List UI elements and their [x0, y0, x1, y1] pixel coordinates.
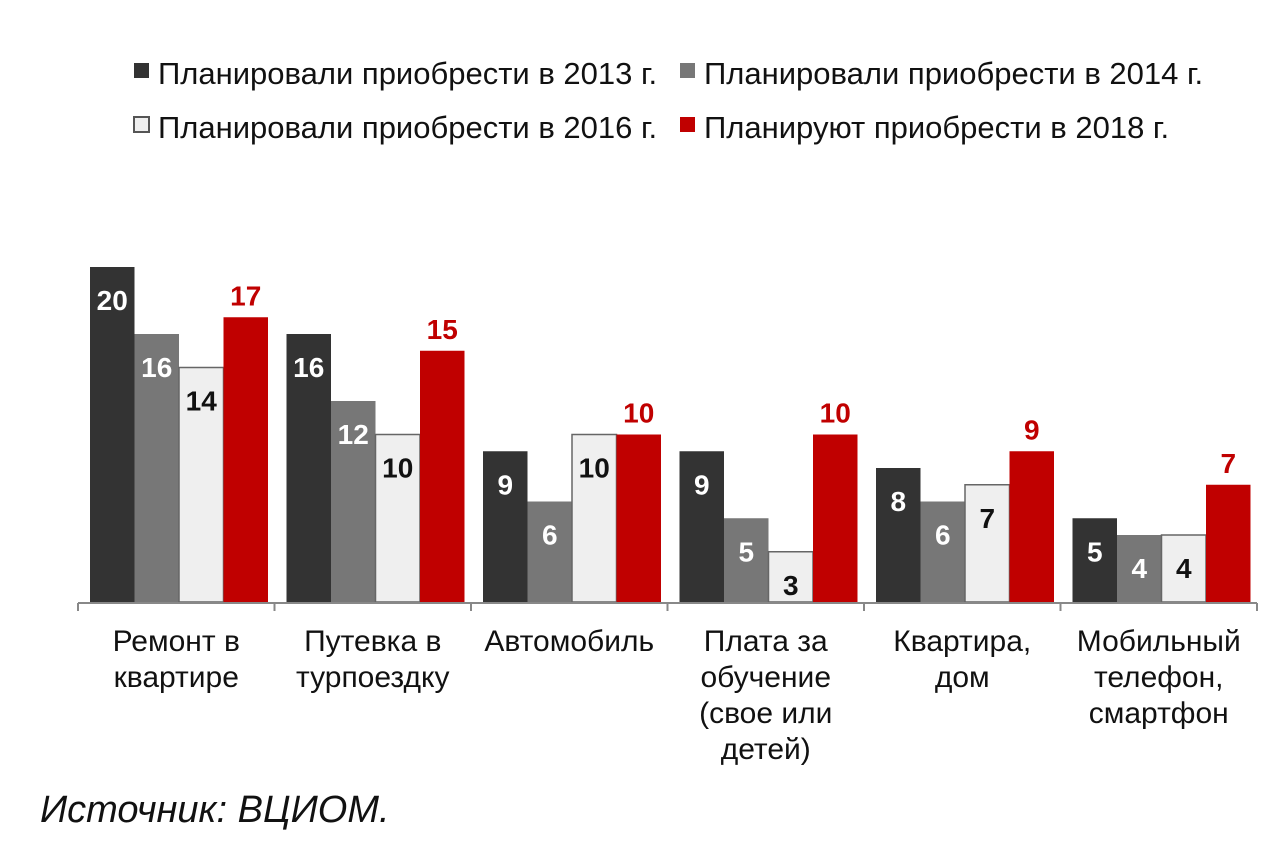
bar-4-4 [813, 434, 858, 602]
bar-2-4 [420, 350, 465, 602]
bar-6-2 [1117, 535, 1162, 602]
value-label-2-1: 16 [293, 352, 324, 383]
legend: Планировали приобрести в 2013 г. Планиров… [133, 56, 1203, 145]
value-label-3-3: 10 [579, 453, 610, 484]
bar-5-4 [1009, 451, 1054, 602]
value-label-1-4: 17 [230, 280, 261, 311]
category-label-2: Путевка в турпоездку [296, 625, 449, 694]
bar-3-2 [527, 501, 572, 602]
bar-5-3 [964, 484, 1011, 603]
value-label-2-2: 12 [338, 419, 369, 450]
bar-4-2 [724, 518, 769, 602]
value-label-5-4: 9 [1024, 414, 1040, 445]
bar-2-2 [331, 401, 376, 602]
legend-swatch-3 [133, 116, 150, 133]
value-label-4-3: 3 [783, 570, 799, 601]
x-axis [77, 602, 1258, 611]
bar-6-4 [1206, 484, 1251, 602]
value-label-1-1: 20 [97, 285, 128, 316]
value-label-2-4: 15 [427, 314, 458, 345]
bar-4-1 [679, 451, 724, 602]
value-label-5-1: 8 [890, 486, 906, 517]
category-label-1: Ремонт в квартире [113, 625, 240, 694]
value-label-4-4: 10 [820, 398, 851, 429]
value-label-6-4: 7 [1220, 448, 1236, 479]
legend-label-2: Планировали приобрести в 2014 г. [704, 56, 1203, 91]
value-label-6-1: 5 [1087, 536, 1103, 567]
bar-5-2 [920, 501, 965, 602]
value-label-6-2: 4 [1131, 553, 1147, 584]
category-label-4: Плата за обучение (свое или детей) [699, 625, 832, 766]
legend-label-4: Планируют приобрести в 2018 г. [704, 110, 1169, 145]
category-labels: Ремонт в квартире Путевка в турпоездку Автом… [113, 625, 1241, 766]
value-label-4-2: 5 [738, 536, 754, 567]
value-label-3-4: 10 [623, 398, 654, 429]
bar-1-2 [134, 334, 179, 602]
bar-1-4 [223, 317, 268, 602]
bar-2-1 [286, 334, 331, 602]
value-label-4-1: 9 [694, 469, 710, 500]
category-label-5: Квартира, дом [893, 625, 1031, 694]
value-label-1-2: 16 [141, 352, 172, 383]
bar-6-1 [1072, 518, 1117, 602]
bar-4-3 [767, 551, 814, 603]
bar-3-4 [616, 434, 661, 602]
category-label-3: Автомобиль [484, 625, 654, 658]
legend-swatch-1 [134, 63, 149, 78]
bar-5-1 [876, 468, 921, 602]
source-note: Источник: ВЦИОМ. [40, 789, 390, 831]
legend-label-1: Планировали приобрести в 2013 г. [158, 56, 657, 91]
category-label-6: Мобильный телефон, смартфон [1077, 625, 1241, 730]
legend-label-3: Планировали приобрести в 2016 г. [158, 110, 657, 145]
legend-swatch-2 [680, 63, 695, 78]
value-label-5-3: 7 [979, 503, 995, 534]
bar-1-1 [90, 267, 135, 602]
value-label-3-1: 9 [497, 469, 513, 500]
legend-swatch-4 [680, 117, 695, 132]
bar-1-3 [178, 366, 225, 603]
bar-3-1 [483, 451, 528, 602]
value-label-3-2: 6 [542, 520, 558, 551]
value-label-6-3: 4 [1176, 553, 1192, 584]
value-label-5-2: 6 [935, 520, 951, 551]
value-label-2-3: 10 [382, 453, 413, 484]
value-label-1-3: 14 [186, 386, 218, 417]
